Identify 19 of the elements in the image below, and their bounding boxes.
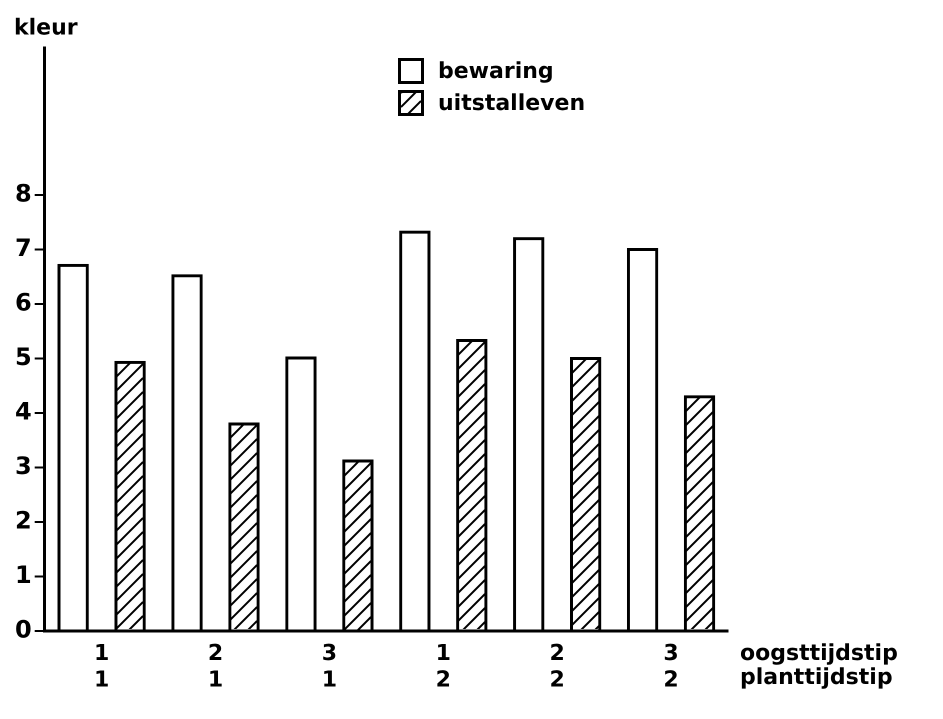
y-tick-label: 7 <box>14 234 32 262</box>
legend-label: bewaring <box>438 58 554 84</box>
y-tick-label: 4 <box>14 397 32 426</box>
y-tick-label: 5 <box>14 342 32 371</box>
x-tick-label: 1 1 <box>94 641 110 693</box>
y-tick-label: 3 <box>14 452 32 480</box>
x-tick-label: 3 2 <box>663 641 679 693</box>
y-axis-title: kleur <box>14 16 78 41</box>
y-tick-label: 1 <box>14 560 32 589</box>
x-tick-label: 2 1 <box>208 641 224 693</box>
x-tick-label: 2 2 <box>550 641 565 693</box>
y-tick-label: 2 <box>14 506 32 534</box>
y-tick-label: 8 <box>14 179 32 208</box>
x-tick-label: 1 2 <box>436 641 451 693</box>
x-tick-label: 3 1 <box>322 641 338 693</box>
y-tick-label: 0 <box>14 615 32 644</box>
y-tick-label: 6 <box>14 288 32 316</box>
legend-label: uitstalleven <box>438 90 586 116</box>
x-axis-title: oogsttijdstip planttijdstip <box>740 640 898 690</box>
